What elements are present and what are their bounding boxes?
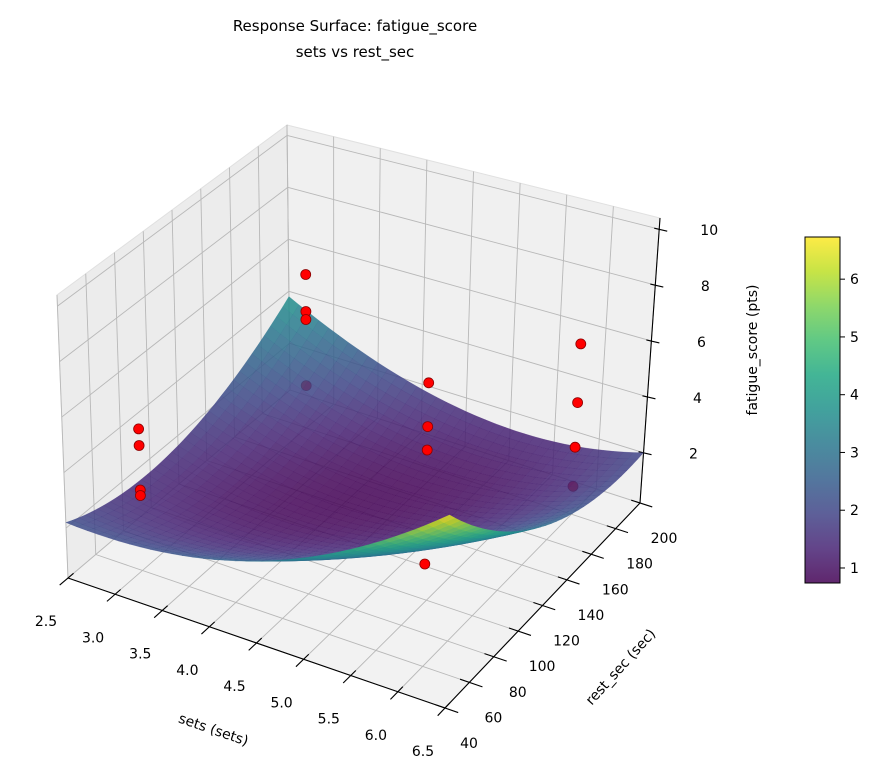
data-point <box>421 444 433 456</box>
z-tick-label: 2 <box>689 447 698 463</box>
colorbar-tick-label: 4 <box>850 388 859 404</box>
data-point <box>134 490 146 501</box>
gridline <box>63 290 290 473</box>
x-tick-label: 2.5 <box>35 614 57 630</box>
z-tick <box>638 451 652 456</box>
gridline <box>420 159 428 433</box>
data-point <box>133 423 145 435</box>
y-tick-label: 160 <box>602 582 629 598</box>
colorbar-tick-label: 6 <box>850 272 859 288</box>
gridline <box>59 186 288 362</box>
x-tick-label: 6.5 <box>412 744 434 760</box>
colorbar-tick-label: 1 <box>850 561 859 577</box>
x-tick <box>390 686 404 700</box>
x-axis-label: sets (sets) <box>176 711 250 750</box>
gridline <box>464 171 474 447</box>
gridline <box>287 134 660 230</box>
x-tick <box>248 637 263 651</box>
gridline <box>57 135 288 307</box>
y-tick-label: 140 <box>578 608 605 624</box>
z-tick-label: 6 <box>697 335 706 351</box>
x-tick-label: 4.0 <box>176 663 198 679</box>
y-tick <box>459 678 483 688</box>
y-tick <box>582 550 604 559</box>
data-point <box>419 558 431 570</box>
y-tick-label: 180 <box>626 557 653 573</box>
gridline <box>552 194 568 475</box>
surface-facet <box>438 514 456 523</box>
z-tick <box>654 227 668 232</box>
z-axis-line <box>639 217 661 504</box>
data-point <box>423 377 435 389</box>
x-tick-label: 3.5 <box>129 647 151 663</box>
y-tick-label: 40 <box>460 736 478 752</box>
y-tick <box>533 601 556 611</box>
y-tick-label: 60 <box>484 710 502 726</box>
y-tick-label: 120 <box>553 634 580 650</box>
y-tick <box>435 704 459 714</box>
x-tick-label: 6.0 <box>365 728 387 744</box>
data-point <box>133 440 145 451</box>
gridline <box>114 252 124 532</box>
z-tick-label: 10 <box>700 223 718 239</box>
x-tick-label: 4.5 <box>223 679 245 695</box>
x-tick <box>201 621 216 635</box>
data-point <box>569 441 581 453</box>
data-point <box>572 397 583 409</box>
x-tick <box>153 605 168 619</box>
x-tick-label: 5.5 <box>318 712 340 728</box>
z-tick <box>642 395 656 400</box>
x-tick <box>106 589 121 602</box>
y-tick <box>606 525 629 534</box>
data-point <box>575 338 587 350</box>
y-tick <box>508 627 532 636</box>
y-tick <box>557 576 580 585</box>
gridline <box>288 238 652 342</box>
z-tick <box>646 339 660 344</box>
gridline <box>142 231 152 508</box>
y-tick <box>484 653 507 662</box>
z-tick <box>650 283 664 288</box>
chart-subtitle: sets vs rest_sec <box>296 43 415 62</box>
x-tick-label: 5.0 <box>270 695 292 711</box>
surface <box>65 296 644 562</box>
data-point <box>422 421 434 433</box>
z-axis-label: fatigue_score (pts) <box>745 285 761 416</box>
chart-title: Response Surface: fatigue_score <box>233 17 477 36</box>
gridline <box>95 554 470 683</box>
y-tick <box>631 499 653 508</box>
x-tick <box>59 572 74 586</box>
z-tick-label: 8 <box>701 279 710 295</box>
x-tick <box>342 670 357 684</box>
colorbar-gradient <box>804 236 841 584</box>
x-tick <box>437 702 451 717</box>
gridline <box>595 206 614 489</box>
x-tick <box>295 653 310 668</box>
colorbar-tick-label: 2 <box>850 503 859 519</box>
gridline <box>56 294 69 579</box>
x-tick-label: 3.0 <box>82 630 104 646</box>
gridline <box>85 273 97 555</box>
gridline <box>171 209 180 485</box>
points-front <box>133 269 587 501</box>
gridline <box>287 186 656 286</box>
gridline <box>508 183 521 461</box>
colorbar-tick-label: 5 <box>850 330 859 346</box>
gridline <box>61 238 289 418</box>
y-tick-label: 80 <box>509 685 527 701</box>
data-point <box>300 314 312 325</box>
gridline <box>288 290 648 398</box>
colorbar: 1 2 3 4 5 6 <box>804 236 859 584</box>
y-tick-label: 200 <box>651 531 678 547</box>
data-point <box>300 269 312 280</box>
z-tick-label: 4 <box>693 391 702 407</box>
y-axis-label: rest_sec (sec) <box>583 626 659 708</box>
y-tick-label: 100 <box>529 659 556 675</box>
colorbar-tick-label: 3 <box>850 445 859 461</box>
